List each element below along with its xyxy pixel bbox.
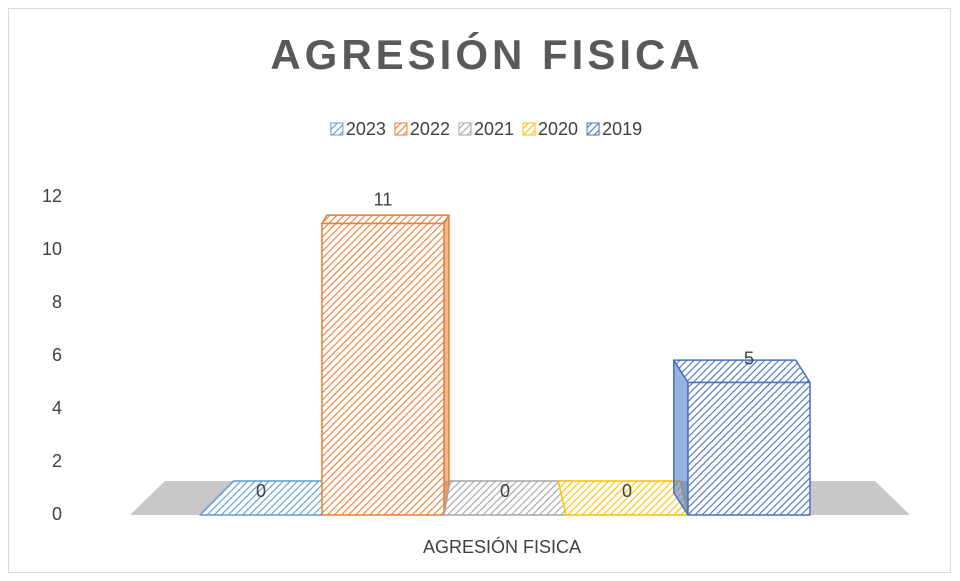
legend-label: 2020	[538, 119, 578, 139]
data-label: 0	[622, 481, 632, 501]
y-tick-label: 4	[52, 398, 62, 418]
bar	[321, 214, 450, 516]
y-tick-label: 8	[52, 292, 62, 312]
y-tick-label: 0	[52, 504, 62, 524]
x-tick-label: AGRESIÓN FISICA	[423, 536, 581, 557]
legend-label: 2023	[346, 119, 386, 139]
y-tick-label: 6	[52, 345, 62, 365]
y-tick-label: 2	[52, 451, 62, 471]
bar-side	[673, 359, 689, 516]
y-tick-label: 12	[42, 186, 62, 206]
bar-front	[687, 381, 811, 516]
legend-swatch	[330, 122, 344, 136]
legend-swatch	[522, 122, 536, 136]
data-label: 0	[256, 481, 266, 501]
legend-label: 2019	[602, 119, 642, 139]
legend-label: 2022	[410, 119, 450, 139]
bar-front	[321, 222, 445, 516]
y-tick-label: 10	[42, 239, 62, 259]
data-label: 5	[744, 348, 754, 368]
legend-swatch	[394, 122, 408, 136]
bar	[673, 359, 811, 516]
data-label: 0	[500, 481, 510, 501]
bar-top	[321, 214, 450, 225]
legend-swatch	[458, 122, 472, 136]
chart-title: AGRESIÓN FISICA	[270, 30, 703, 78]
data-label: 11	[374, 189, 393, 209]
legend-label: 2021	[474, 119, 514, 139]
legend-swatch	[586, 122, 600, 136]
bar-top	[673, 359, 811, 384]
